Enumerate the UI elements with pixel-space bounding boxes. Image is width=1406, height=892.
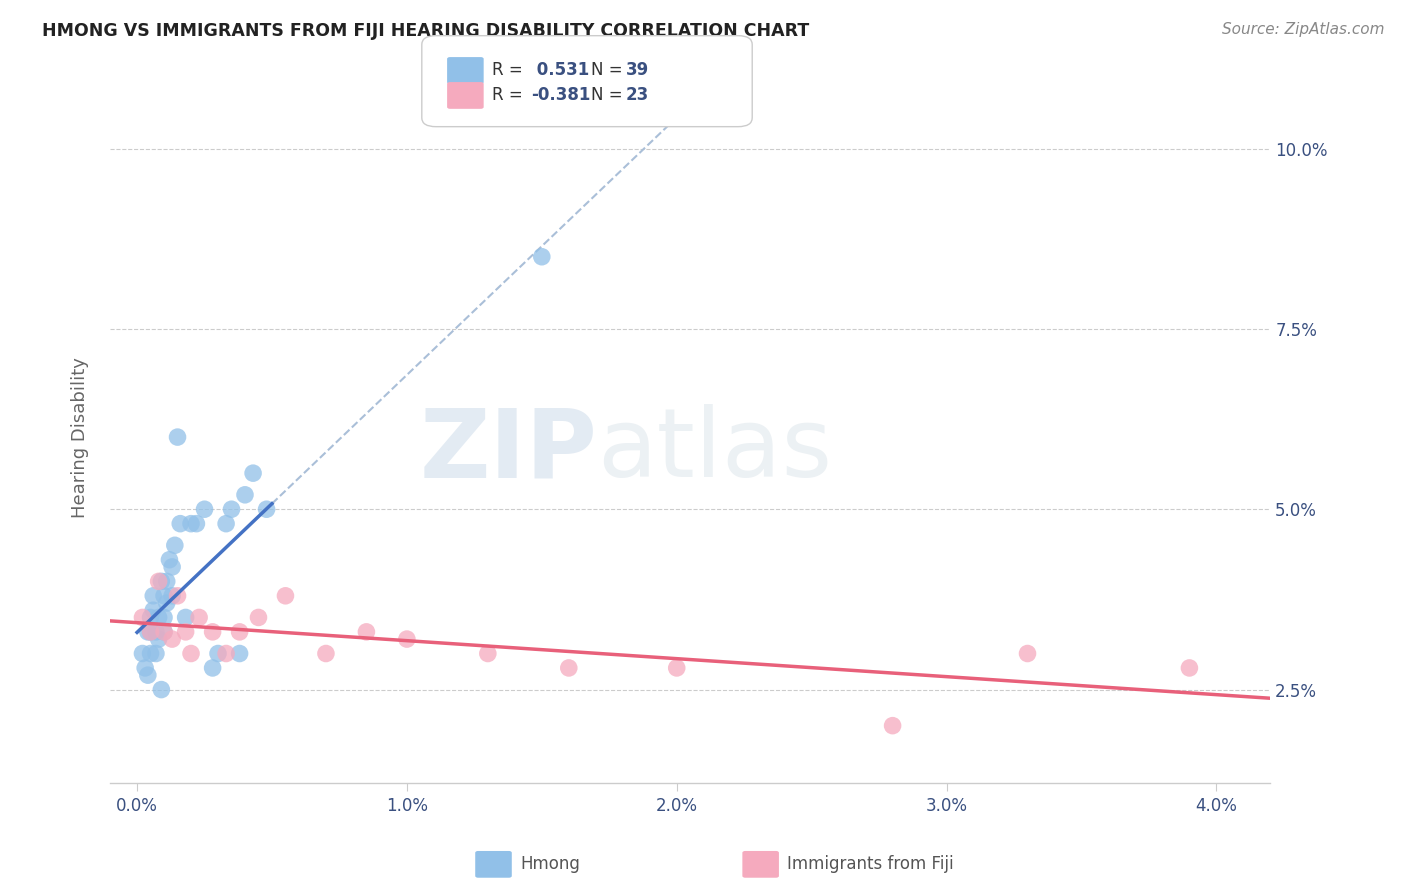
Point	[1017, 647, 1039, 661]
Point	[186, 516, 208, 531]
Point	[356, 624, 378, 639]
Text: atlas: atlas	[598, 404, 832, 498]
Point	[1178, 661, 1201, 675]
Point	[180, 516, 202, 531]
Point	[148, 632, 170, 646]
Point	[153, 624, 176, 639]
Point	[139, 647, 162, 661]
Point	[139, 610, 162, 624]
Point	[134, 661, 156, 675]
Point	[131, 610, 153, 624]
Point	[145, 647, 167, 661]
Point	[665, 661, 688, 675]
Point	[136, 624, 159, 639]
Point	[180, 647, 202, 661]
Point	[131, 647, 153, 661]
Point	[156, 574, 179, 589]
Point	[174, 610, 197, 624]
Point	[153, 624, 176, 639]
Point	[201, 624, 224, 639]
Point	[148, 574, 170, 589]
Point	[150, 574, 173, 589]
Point	[153, 589, 176, 603]
Point	[174, 624, 197, 639]
Point	[159, 553, 181, 567]
Point	[247, 610, 270, 624]
Point	[142, 589, 165, 603]
Point	[145, 624, 167, 639]
Point	[139, 624, 162, 639]
Point	[215, 516, 238, 531]
Point	[221, 502, 243, 516]
Text: Hmong: Hmong	[520, 855, 581, 873]
Point	[156, 596, 179, 610]
Point	[150, 682, 173, 697]
Point	[228, 624, 250, 639]
Point	[256, 502, 278, 516]
Point	[228, 647, 250, 661]
Text: 39: 39	[626, 62, 650, 79]
Text: R =: R =	[492, 87, 529, 104]
Point	[160, 632, 183, 646]
Point	[188, 610, 211, 624]
Text: Immigrants from Fiji: Immigrants from Fiji	[787, 855, 955, 873]
Text: N =: N =	[591, 87, 627, 104]
Point	[136, 668, 159, 682]
Y-axis label: Hearing Disability: Hearing Disability	[72, 357, 89, 517]
Point	[530, 250, 553, 264]
Text: R =: R =	[492, 62, 529, 79]
Point	[160, 560, 183, 574]
Point	[201, 661, 224, 675]
Text: N =: N =	[591, 62, 627, 79]
Point	[242, 466, 264, 480]
Text: ZIP: ZIP	[419, 404, 598, 498]
Point	[395, 632, 418, 646]
Point	[274, 589, 297, 603]
Point	[160, 589, 183, 603]
Text: 23: 23	[626, 87, 650, 104]
Point	[163, 538, 186, 552]
Point	[166, 430, 188, 444]
Point	[142, 603, 165, 617]
Text: HMONG VS IMMIGRANTS FROM FIJI HEARING DISABILITY CORRELATION CHART: HMONG VS IMMIGRANTS FROM FIJI HEARING DI…	[42, 22, 810, 40]
Point	[148, 610, 170, 624]
Point	[215, 647, 238, 661]
Point	[153, 610, 176, 624]
Point	[193, 502, 215, 516]
Point	[477, 647, 499, 661]
Point	[207, 647, 229, 661]
Text: 0.531: 0.531	[531, 62, 589, 79]
Point	[882, 719, 904, 733]
Point	[139, 624, 162, 639]
Text: Source: ZipAtlas.com: Source: ZipAtlas.com	[1222, 22, 1385, 37]
Point	[169, 516, 191, 531]
Point	[233, 488, 256, 502]
Point	[166, 589, 188, 603]
Text: -0.381: -0.381	[531, 87, 591, 104]
Point	[558, 661, 581, 675]
Point	[315, 647, 337, 661]
